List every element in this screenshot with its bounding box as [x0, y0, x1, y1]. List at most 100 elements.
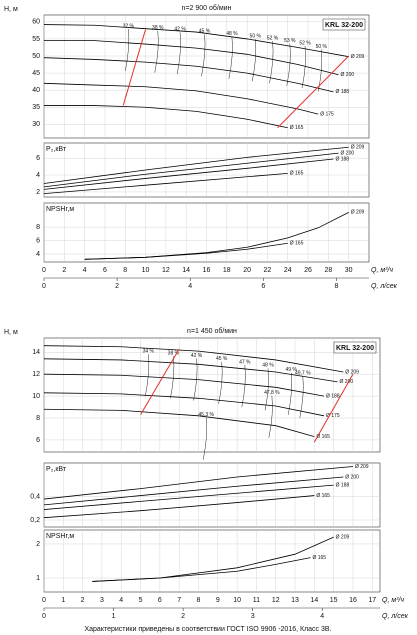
efficiency-label: 49,7 %: [295, 370, 311, 376]
x2-tick-label: 0: [42, 283, 46, 290]
curve: [43, 345, 344, 373]
x-tick-label: 15: [330, 597, 338, 604]
x-tick-label: 6: [158, 597, 162, 604]
x2-tick-label: 6: [261, 283, 265, 290]
curve: [43, 373, 325, 397]
y-tick-label: 0,4: [30, 494, 40, 501]
x-tick-label: 4: [119, 597, 123, 604]
curve: [43, 152, 339, 188]
x-tick-label: 2: [81, 597, 85, 604]
efficiency-label: 45,3 %: [198, 412, 214, 418]
efficiency-label: 45 %: [216, 356, 228, 362]
iso-efficiency-line: [241, 365, 246, 408]
curve: [92, 557, 311, 582]
y-tick-label: 6: [36, 437, 40, 444]
x2-tick-label: 4: [188, 283, 192, 290]
x2-tick-label: 3: [251, 613, 255, 620]
efficiency-label: 50 %: [316, 44, 328, 50]
x-tick-label: 3: [100, 597, 104, 604]
efficiency-label: 48 %: [262, 363, 274, 369]
x-tick-label: 12: [162, 267, 170, 274]
x-tick-label: 14: [182, 267, 190, 274]
limit-line: [140, 348, 180, 415]
y-tick-label: 2: [36, 541, 40, 548]
x-tick-label: 0: [42, 597, 46, 604]
x-tick-label: 0: [42, 267, 46, 274]
model-box: [322, 18, 366, 31]
curve-label: Ø 200: [341, 150, 355, 156]
curve-label: Ø 165: [290, 171, 304, 177]
curve-label: Ø 165: [290, 241, 304, 247]
curve: [44, 40, 339, 76]
x2-tick-label: 2: [115, 283, 119, 290]
x-tick-label: 4: [83, 267, 87, 274]
x-tick-label: 8: [123, 267, 127, 274]
x2-axis-label: Q, л/сек: [382, 613, 409, 620]
iso-efficiency-line: [299, 376, 304, 419]
curve-label: Ø 188: [336, 482, 350, 488]
efficiency-label: 38 %: [168, 351, 180, 357]
y-tick-label: 35: [32, 104, 40, 111]
x-tick-label: 10: [142, 267, 150, 274]
curve: [43, 82, 319, 115]
efficiency-label: 42 %: [191, 353, 203, 359]
model-label: KRL 32-200: [336, 345, 374, 352]
chart-title: n=2 900 об/мин: [182, 4, 232, 12]
curve-label: Ø 175: [326, 413, 340, 419]
x-tick-label: 12: [272, 597, 280, 604]
y-tick-label: 8: [36, 224, 40, 231]
limit-line: [277, 55, 350, 129]
y-tick-label: 6: [36, 237, 40, 244]
x2-tick-label: 4: [320, 613, 324, 620]
curve: [43, 172, 288, 195]
x-tick-label: 1: [61, 597, 65, 604]
efficiency-label: 32 %: [123, 23, 135, 29]
x-tick-label: 28: [324, 267, 332, 274]
iso-efficiency-line: [252, 39, 257, 82]
x2-tick-label: 1: [112, 613, 116, 620]
curve-label: Ø 209: [351, 54, 365, 60]
y-tick-label: 2: [36, 189, 40, 196]
iso-efficiency-line: [268, 395, 273, 438]
efficiency-label: 53 %: [284, 38, 296, 44]
curve-label: Ø 209: [351, 210, 365, 216]
y-tick-label: 40: [32, 87, 40, 94]
x-tick-label: 5: [139, 597, 143, 604]
x-tick-label: 16: [203, 267, 211, 274]
x-tick-label: 20: [243, 267, 251, 274]
iso-efficiency-line: [318, 49, 323, 92]
x-tick-label: 2: [62, 267, 66, 274]
curve: [44, 105, 288, 129]
curve: [43, 158, 334, 190]
curve-label: Ø 188: [326, 393, 340, 399]
x-tick-label: 6: [103, 267, 107, 274]
iso-efficiency-line: [202, 417, 208, 460]
iso-efficiency-line: [301, 45, 306, 89]
curve-label: Ø 165: [316, 493, 330, 499]
curve-label: Ø 165: [312, 555, 326, 561]
x2-tick-label: 8: [335, 283, 339, 290]
x-tick-label: 24: [284, 267, 292, 274]
iso-efficiency-line: [228, 36, 233, 79]
efficiency-label: 48 %: [226, 31, 238, 37]
x2-axis-label: Q, л/сек: [371, 283, 398, 290]
efficiency-label: 47,8 %: [264, 390, 280, 396]
iso-efficiency-line: [145, 354, 150, 397]
iso-efficiency-line: [201, 34, 206, 77]
x-tick-label: 26: [304, 267, 312, 274]
chart-title: n=1 450 об/мин: [187, 327, 237, 335]
x-tick-label: 8: [197, 597, 201, 604]
curve-label: Ø 209: [345, 369, 359, 375]
curve: [43, 392, 325, 417]
iso-efficiency-line: [154, 30, 159, 73]
iso-efficiency-line: [287, 372, 292, 415]
curve-label: Ø 200: [345, 474, 359, 480]
efficiency-label: 52 %: [267, 36, 279, 42]
curve-label: Ø 188: [335, 89, 349, 95]
efficiency-label: 49 %: [285, 367, 297, 373]
x-tick-label: 9: [216, 597, 220, 604]
curve-label: Ø 175: [320, 111, 334, 117]
y-tick-label: 30: [32, 121, 40, 128]
y-tick-label: 4: [36, 172, 40, 179]
